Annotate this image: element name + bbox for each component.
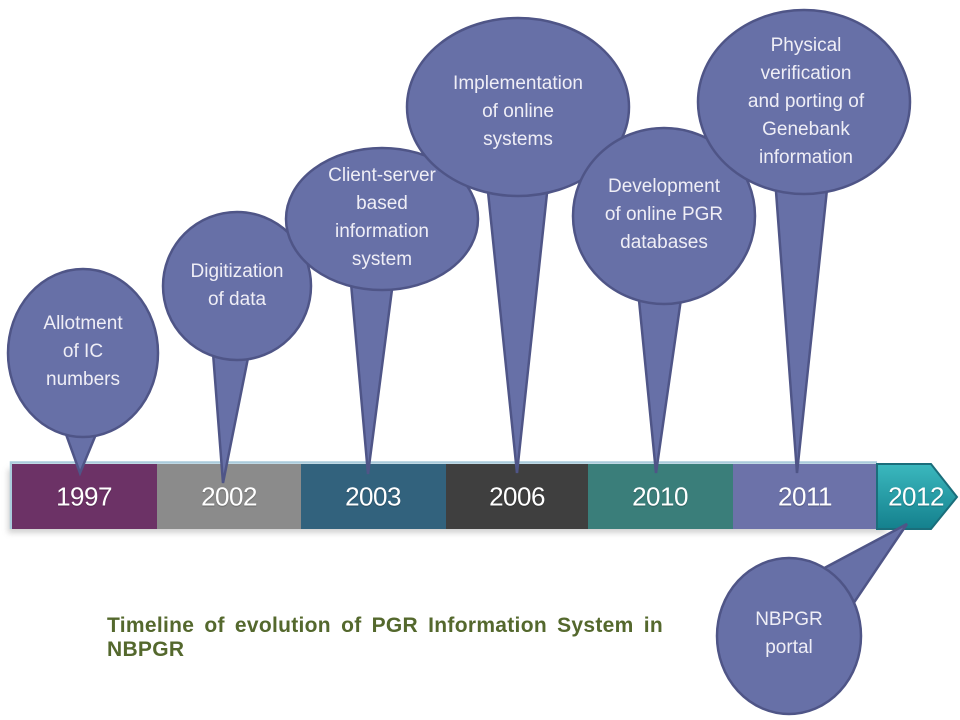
bubble-2006 — [405, 16, 631, 198]
timeline-segment-1997 — [12, 464, 157, 529]
bubble-line: information — [334, 221, 429, 242]
bubble-label-2006: Implementation of online systems — [453, 70, 583, 154]
bubble-line: NBPGR — [755, 609, 823, 630]
bubble-line: Physical — [770, 35, 842, 56]
bubble-tail-2006 — [485, 180, 550, 474]
bubble-label-1997: Allotment of IC numbers — [43, 310, 122, 394]
year-label-1997: 1997 — [56, 481, 112, 512]
bubble-line: portal — [765, 637, 813, 658]
year-label-2002: 2002 — [201, 481, 257, 512]
bubble-line: Development — [608, 176, 720, 197]
bar-highlight-line — [9, 461, 877, 529]
bubble-line: of IC — [62, 341, 104, 362]
timeline-segment-2010 — [588, 464, 733, 529]
bubble-line: Digitization — [190, 261, 284, 282]
bubble-tail-2003 — [348, 270, 396, 475]
bubble-2012 — [715, 556, 863, 716]
bubble-line: and porting of — [747, 91, 865, 112]
timeline-segment-2003 — [301, 464, 446, 529]
bubble-line: Genebank — [762, 119, 850, 140]
bubble-line: based — [356, 193, 408, 214]
bubble-2002 — [161, 210, 313, 362]
timeline-segment-2002 — [157, 464, 301, 529]
bubble-line: information — [758, 147, 853, 168]
bubble-line: of online PGR — [604, 204, 724, 225]
bubble-2010 — [571, 126, 757, 306]
timeline-segment-2006 — [446, 464, 588, 529]
bubble-2011 — [696, 8, 912, 196]
bubble-line: Client-server — [328, 165, 436, 186]
bubble-label-2010: Development of online PGR databases — [605, 173, 723, 257]
bubble-label-2002: Digitization of data — [191, 258, 284, 314]
year-label-2003: 2003 — [345, 481, 401, 512]
slide-caption: Timeline of evolution of PGR Information… — [107, 614, 663, 661]
bubble-2003 — [284, 146, 480, 292]
bubble-line: verification — [760, 63, 852, 84]
year-label-2010: 2010 — [632, 481, 688, 512]
bubble-label-2003: Client-server based information system — [328, 162, 436, 274]
bubble-tail-2011 — [773, 176, 830, 474]
bubble-line: of data — [207, 289, 267, 310]
bubble-label-2012: NBPGR portal — [755, 606, 823, 662]
bubble-line: Allotment — [43, 313, 123, 334]
bubble-1997 — [6, 267, 160, 439]
year-label-2012: 2012 — [888, 481, 944, 512]
bubble-line: databases — [620, 232, 708, 253]
bubble-line: of online — [482, 101, 554, 122]
bubble-line: systems — [483, 129, 553, 150]
year-label-2011: 2011 — [778, 481, 832, 512]
bubble-line: numbers — [46, 369, 120, 390]
bubble-label-2011: Physical verification and porting of Gen… — [748, 32, 864, 172]
timeline-segment-2011 — [733, 464, 877, 529]
timeline-arrow-2012 — [876, 463, 959, 530]
bubble-tail-2010 — [636, 288, 684, 474]
bubble-line: Implementation — [453, 73, 583, 94]
bubble-line: system — [351, 249, 413, 270]
year-label-2006: 2006 — [489, 481, 545, 512]
